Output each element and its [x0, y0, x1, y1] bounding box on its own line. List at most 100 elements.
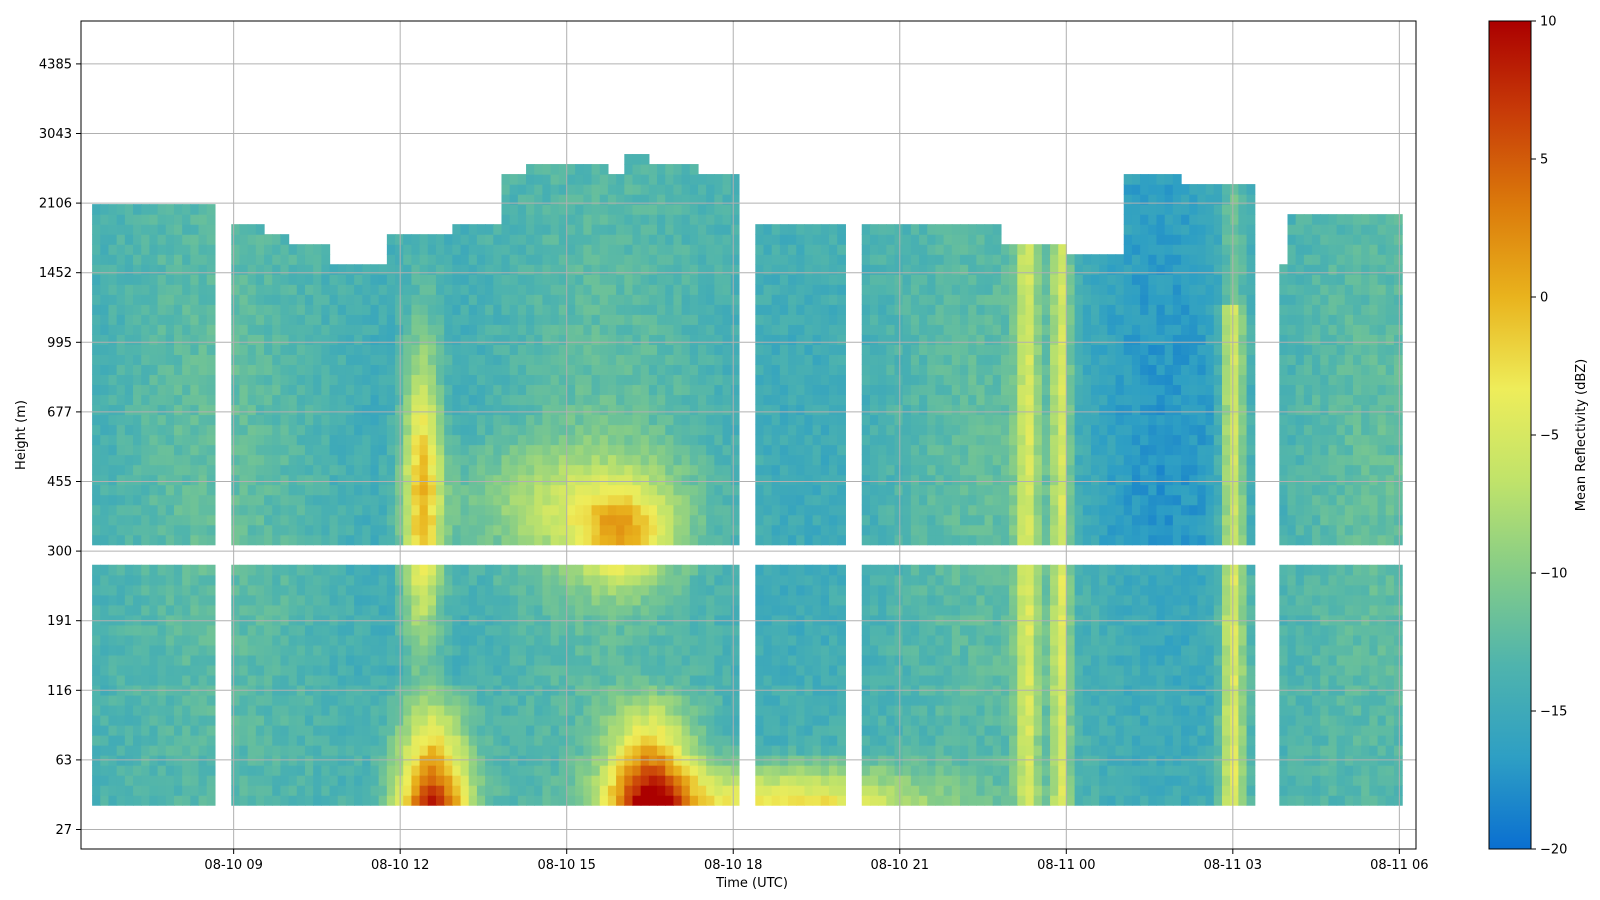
heatmap-cell: [509, 704, 519, 716]
heatmap-cell: [632, 214, 642, 225]
heatmap-cell: [534, 284, 544, 295]
heatmap-cell: [681, 174, 691, 185]
heatmap-cell: [165, 664, 175, 676]
heatmap-cell: [452, 314, 462, 325]
heatmap-cell: [116, 534, 126, 546]
heatmap-cell: [198, 644, 208, 656]
heatmap-cell: [599, 294, 609, 305]
heatmap-cell: [468, 294, 478, 305]
heatmap-cell: [280, 324, 290, 335]
heatmap-cell: [337, 304, 347, 315]
heatmap-cell: [820, 484, 830, 496]
heatmap-cell: [304, 644, 314, 656]
heatmap-cell: [108, 404, 118, 416]
heatmap-cell: [673, 634, 683, 646]
heatmap-cell: [435, 604, 445, 616]
heatmap-cell: [485, 314, 494, 325]
heatmap-cell: [231, 434, 241, 446]
heatmap-cell: [141, 765, 151, 776]
heatmap-cell: [165, 654, 175, 666]
heatmap-cell: [157, 534, 167, 546]
heatmap-cell: [779, 284, 789, 295]
heatmap-cell: [378, 284, 388, 295]
heatmap-cell: [165, 354, 175, 366]
heatmap-cell: [435, 775, 445, 786]
heatmap-cell: [493, 494, 503, 506]
heatmap-cell: [157, 765, 167, 776]
heatmap-cell: [264, 614, 273, 626]
heatmap-cell: [820, 765, 830, 776]
heatmap-cell: [722, 414, 732, 426]
heatmap-cell: [788, 404, 797, 416]
heatmap-cell: [182, 474, 191, 486]
heatmap-cell: [444, 654, 453, 666]
heatmap-cell: [640, 244, 650, 255]
heatmap-cell: [370, 364, 380, 376]
heatmap-cell: [362, 574, 372, 586]
heatmap-cell: [828, 664, 838, 676]
heatmap-cell: [157, 795, 167, 806]
heatmap-cell: [411, 394, 421, 406]
heatmap-cell: [583, 664, 593, 676]
heatmap-cell: [92, 444, 101, 456]
heatmap-cell: [526, 434, 535, 446]
heatmap-cell: [264, 434, 273, 446]
heatmap-cell: [108, 414, 118, 426]
heatmap-cell: [149, 604, 159, 616]
heatmap-cell: [501, 785, 511, 796]
heatmap-cell: [624, 314, 634, 325]
heatmap-cell: [313, 574, 322, 586]
heatmap-cell: [575, 584, 584, 596]
heatmap-cell: [812, 394, 822, 406]
heatmap-cell: [435, 444, 445, 456]
heatmap-cell: [607, 394, 617, 406]
heatmap-cell: [722, 614, 732, 626]
heatmap-cell: [550, 795, 560, 806]
heatmap-cell: [624, 174, 634, 185]
heatmap-cell: [255, 594, 265, 606]
heatmap-cell: [182, 484, 191, 496]
heatmap-cell: [329, 304, 339, 315]
heatmap-cell: [730, 244, 740, 255]
heatmap-cell: [632, 204, 642, 215]
heatmap-cell: [468, 664, 478, 676]
heatmap-cell: [689, 745, 699, 756]
heatmap-cell: [133, 694, 142, 706]
heatmap-cell: [607, 214, 617, 225]
heatmap-cell: [526, 644, 535, 656]
heatmap-cell: [124, 564, 134, 576]
heatmap-cell: [501, 304, 511, 315]
heatmap-cell: [231, 604, 241, 616]
heatmap-cell: [378, 524, 388, 536]
heatmap-cell: [133, 354, 142, 366]
heatmap-cell: [632, 694, 642, 706]
heatmap-cell: [395, 304, 404, 315]
heatmap-cell: [632, 234, 642, 245]
heatmap-cell: [468, 534, 478, 546]
heatmap-cell: [157, 304, 167, 315]
heatmap-cell: [321, 374, 331, 386]
heatmap-cell: [714, 574, 724, 586]
heatmap-cell: [100, 434, 110, 446]
heatmap-cell: [607, 674, 617, 686]
heatmap-cell: [616, 184, 625, 195]
heatmap-cell: [763, 314, 773, 325]
heatmap-cell: [444, 304, 453, 315]
heatmap-cell: [607, 404, 617, 416]
heatmap-cell: [362, 394, 372, 406]
heatmap-cell: [820, 664, 830, 676]
heatmap-cell: [190, 775, 200, 786]
heatmap-cell: [632, 775, 642, 786]
heatmap-cell: [591, 725, 601, 736]
heatmap-cell: [313, 264, 322, 275]
heatmap-cell: [165, 504, 175, 516]
heatmap-cell: [378, 795, 388, 806]
heatmap-cell: [476, 334, 486, 345]
heatmap-cell: [444, 564, 453, 576]
heatmap-cell: [435, 294, 445, 305]
heatmap-cell: [468, 524, 478, 536]
heatmap-cell: [558, 264, 568, 275]
heatmap-cell: [526, 795, 535, 806]
heatmap-cell: [632, 564, 642, 576]
heatmap-cell: [460, 434, 470, 446]
